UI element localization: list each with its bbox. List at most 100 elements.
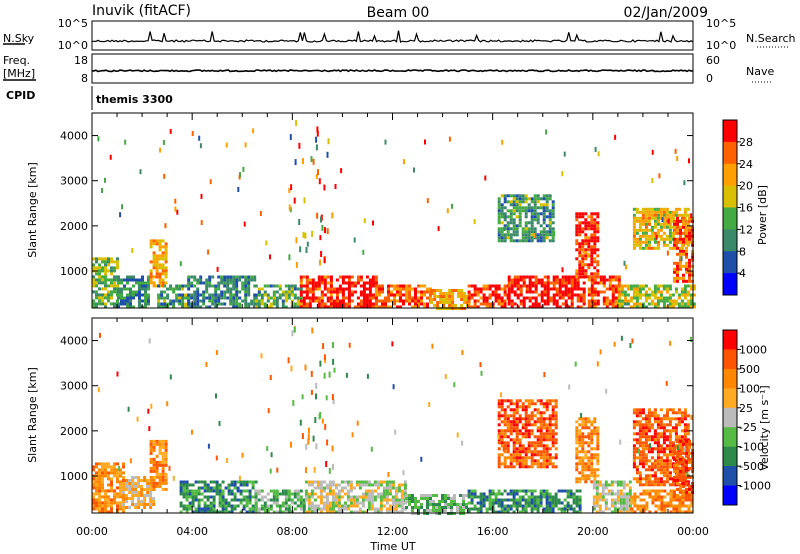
range-gate-cell [521,426,525,430]
range-gate-cell [680,305,684,309]
range-gate-cell [122,506,125,509]
range-gate-cell [539,233,543,237]
range-gate-cell [488,504,492,508]
range-gate-cell [551,417,555,421]
range-gate-cell [545,206,549,210]
range-gate-cell [220,293,224,297]
range-gate-cell [513,290,517,294]
range-gate-cell [679,454,682,458]
range-gate-cell [611,299,615,303]
range-gate-cell [534,305,538,309]
range-gate-cell [528,296,532,300]
range-gate-cell [197,480,201,484]
range-gate-cell [250,278,254,282]
range-gate-cell [676,225,679,229]
range-gate-cell [639,504,643,508]
range-gate-cell [209,504,213,508]
range-gate-cell [319,507,323,511]
range-gate-cell [638,234,642,238]
range-gate-cell [685,493,688,497]
range-gate-cell [579,293,583,297]
range-gate-cell [578,495,582,499]
range-gate-cell [503,498,507,502]
range-gate-cell [575,480,579,484]
range-gate-cell [548,218,552,222]
range-gate-cell [558,281,562,285]
range-gate-cell [420,503,423,506]
range-gate-cell [101,483,104,487]
range-gate-cell [146,494,150,497]
range-gate-cell [215,350,218,355]
range-gate-cell [564,275,568,279]
range-gate-cell [599,281,603,285]
range-gate-cell [110,293,113,297]
range-gate-cell [341,299,345,303]
range-gate-cell [480,370,483,376]
range-gate-cell [226,278,230,282]
range-gate-cell [690,495,694,499]
range-gate-cell [92,495,95,499]
range-gate-cell [311,327,314,334]
range-gate-cell [98,480,101,484]
range-gate-cell [432,494,435,497]
range-gate-cell [107,474,110,478]
range-gate-cell [178,299,182,303]
range-gate-cell [582,275,586,279]
range-gate-cell [601,510,605,514]
range-gate-cell [355,480,359,484]
range-gate-cell [414,503,417,506]
range-gate-cell [506,498,510,502]
range-gate-cell [524,221,528,225]
range-gate-cell [242,480,246,484]
range-gate-cell [172,302,176,306]
range-gate-cell [482,287,486,291]
range-gate-cell [128,482,132,485]
range-gate-cell [116,501,119,505]
range-gate-cell [533,227,537,231]
range-gate-cell [542,194,546,198]
range-gate-cell [462,503,465,506]
range-gate-cell [687,507,691,511]
range-gate-cell [98,483,101,487]
range-gate-cell [522,296,526,300]
range-gate-cell [110,471,113,475]
range-gate-cell [515,456,519,460]
range-gate-cell [545,459,549,463]
range-gate-cell [507,284,511,288]
range-gate-cell [682,481,685,485]
range-gate-cell [590,302,594,306]
range-gate-cell [533,441,537,445]
range-gate-cell [545,504,549,508]
colorbar-segment [723,368,737,389]
range-gate-cell [676,270,679,274]
range-gate-cell [545,495,549,499]
range-gate-cell [653,438,657,442]
range-gate-cell [117,275,120,279]
range-gate-cell [659,207,663,211]
range-gate-cell [515,498,519,502]
range-gate-cell [582,248,585,254]
range-gate-cell [414,296,417,300]
range-gate-cell [126,302,129,306]
range-gate-cell [293,305,297,309]
range-gate-cell [587,462,591,466]
range-gate-cell [518,453,522,457]
range-gate-cell [654,495,658,499]
range-gate-cell [604,507,608,511]
colorbar-tick-label: -1000 [739,480,771,493]
range-gate-cell [653,408,657,412]
range-gate-cell [149,442,153,446]
range-gate-cell [620,284,624,288]
range-gate-cell [299,507,303,511]
range-gate-cell [610,501,614,505]
range-gate-cell [164,481,168,485]
range-gate-cell [662,296,666,300]
range-gate-cell [512,221,516,225]
range-gate-cell [497,414,501,418]
range-gate-cell [587,450,591,454]
range-gate-cell [656,480,660,484]
range-gate-cell [95,480,98,484]
range-gate-cell [590,435,594,439]
range-gate-cell [593,233,597,237]
range-gate-cell [518,501,522,505]
